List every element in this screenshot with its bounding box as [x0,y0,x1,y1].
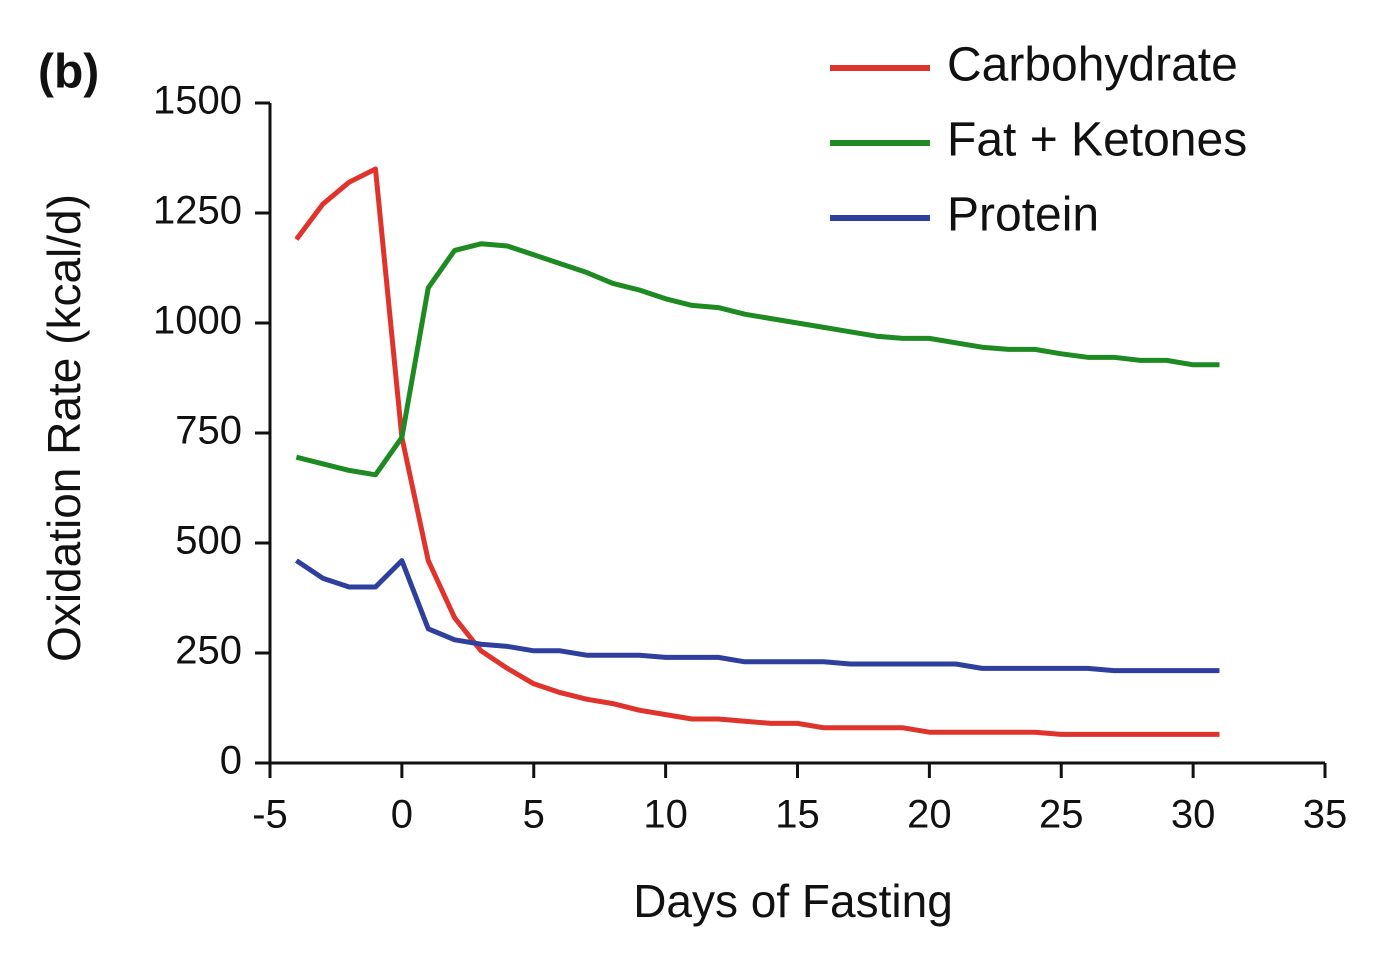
x-tick-label: 15 [775,793,820,837]
series-line [294,558,1220,674]
legend-label: Fat + Ketones [947,114,1247,167]
legend-label: Protein [947,189,1099,242]
y-tick-label: 250 [175,629,242,673]
series-line [294,166,1220,737]
x-tick-label: 0 [391,793,413,837]
x-tick-label: 10 [643,793,688,837]
x-tick-label: 35 [1303,793,1348,837]
y-tick-label: 1500 [153,79,242,123]
y-tick-label: 500 [175,519,242,563]
x-tick-label: -5 [252,793,288,837]
legend-label: Carbohydrate [947,39,1238,92]
x-tick-label: 30 [1171,793,1216,837]
panel-label: (b) [38,46,99,99]
x-tick-label: 20 [907,793,952,837]
x-axis-label: Days of Fasting [633,875,953,927]
series-line [295,241,1220,478]
y-axis-label: Oxidation Rate (kcal/d) [38,194,90,662]
y-tick-label: 1000 [153,299,242,343]
x-tick-label: 5 [523,793,545,837]
x-tick-label: 25 [1039,793,1084,837]
y-tick-label: 1250 [153,189,242,233]
y-tick-label: 750 [175,409,242,453]
y-tick-label: 0 [220,739,242,783]
